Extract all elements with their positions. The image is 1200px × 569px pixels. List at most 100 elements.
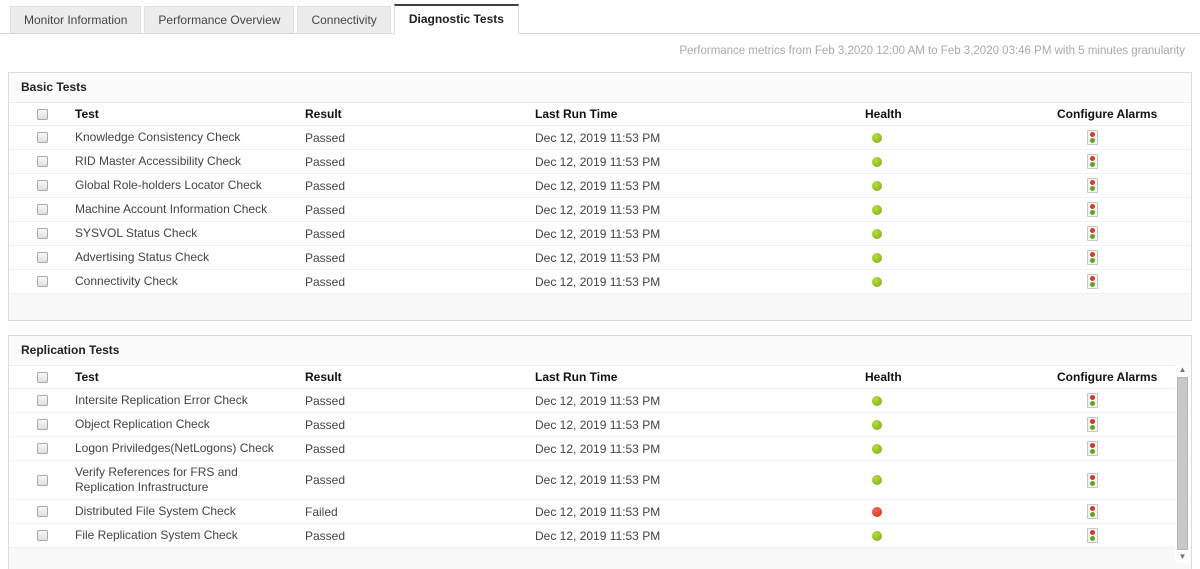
row-checkbox[interactable] <box>36 506 48 517</box>
tab[interactable]: Performance Overview <box>144 6 295 33</box>
scroll-up-icon[interactable]: ▲ <box>1178 365 1187 374</box>
test-name: Advertising Status Check <box>75 250 210 264</box>
last-run-time: Dec 12, 2019 11:53 PM <box>535 393 661 408</box>
test-result: Passed <box>305 441 346 456</box>
last-run-time: Dec 12, 2019 11:53 PM <box>535 154 661 169</box>
test-name: Connectivity Check <box>75 274 178 288</box>
table-row: Intersite Replication Error Check Passed… <box>9 389 1191 413</box>
column-header-result: Result <box>305 107 342 121</box>
tab-label: Diagnostic Tests <box>408 12 504 26</box>
table-body: Intersite Replication Error Check Passed… <box>9 389 1191 548</box>
configure-alarms-icon[interactable] <box>1087 417 1098 432</box>
row-checkbox[interactable] <box>36 180 48 191</box>
select-all-checkbox[interactable] <box>36 108 48 120</box>
tab-bar: Monitor Information Performance Overview… <box>0 0 1200 34</box>
test-result: Passed <box>305 417 346 432</box>
health-status-icon <box>872 419 882 430</box>
test-result: Passed <box>305 274 346 289</box>
tab-label: Connectivity <box>311 13 377 27</box>
configure-alarms-icon[interactable] <box>1087 154 1098 169</box>
health-status-icon <box>872 443 882 454</box>
table-row: Global Role-holders Locator Check Passed… <box>9 174 1191 198</box>
configure-alarms-icon[interactable] <box>1087 441 1098 456</box>
test-name: Global Role-holders Locator Check <box>75 178 262 192</box>
vertical-scrollbar[interactable]: ▲ ▼ <box>1175 364 1190 563</box>
last-run-time: Dec 12, 2019 11:53 PM <box>535 528 661 543</box>
row-checkbox[interactable] <box>36 276 48 287</box>
last-run-time: Dec 12, 2019 11:53 PM <box>535 130 661 145</box>
scrollbar-thumb[interactable] <box>1177 377 1188 550</box>
select-all-checkbox[interactable] <box>36 371 48 383</box>
row-checkbox[interactable] <box>36 395 48 406</box>
configure-alarms-icon[interactable] <box>1087 528 1098 543</box>
panel-title: Basic Tests <box>9 73 1191 103</box>
last-run-time: Dec 12, 2019 11:53 PM <box>535 178 661 193</box>
table-row: Connectivity Check Passed Dec 12, 2019 1… <box>9 270 1191 294</box>
configure-alarms-icon[interactable] <box>1087 130 1098 145</box>
replication-tests-panel: Replication Tests Test Result Last Run T… <box>8 335 1192 569</box>
health-status-icon <box>872 180 882 191</box>
configure-alarms-icon[interactable] <box>1087 202 1098 217</box>
test-result: Failed <box>305 504 338 519</box>
table-row: Knowledge Consistency Check Passed Dec 1… <box>9 126 1191 150</box>
row-checkbox[interactable] <box>36 228 48 239</box>
table-row: Verify References for FRS and Replicatio… <box>9 461 1191 500</box>
last-run-time: Dec 12, 2019 11:53 PM <box>535 441 661 456</box>
last-run-time: Dec 12, 2019 11:53 PM <box>535 250 661 265</box>
configure-alarms-icon[interactable] <box>1087 393 1098 408</box>
tab[interactable]: Monitor Information <box>10 6 142 33</box>
last-run-time: Dec 12, 2019 11:53 PM <box>535 417 661 432</box>
test-name: Logon Priviledges(NetLogons) Check <box>75 441 274 455</box>
configure-alarms-icon[interactable] <box>1087 472 1098 488</box>
configure-alarms-icon[interactable] <box>1087 250 1098 265</box>
health-status-icon <box>872 395 882 406</box>
table-row: RID Master Accessibility Check Passed De… <box>9 150 1191 174</box>
test-result: Passed <box>305 130 346 145</box>
test-name: Intersite Replication Error Check <box>75 393 248 407</box>
configure-alarms-icon[interactable] <box>1087 504 1098 519</box>
configure-alarms-icon[interactable] <box>1087 274 1098 289</box>
last-run-time: Dec 12, 2019 11:53 PM <box>535 504 661 519</box>
panel-footer <box>9 294 1191 320</box>
last-run-time: Dec 12, 2019 11:53 PM <box>535 202 661 217</box>
row-checkbox[interactable] <box>36 156 48 167</box>
configure-alarms-icon[interactable] <box>1087 226 1098 241</box>
test-name: Knowledge Consistency Check <box>75 130 241 144</box>
table-row: Advertising Status Check Passed Dec 12, … <box>9 246 1191 270</box>
scroll-down-icon[interactable]: ▼ <box>1178 552 1187 561</box>
table-row: Object Replication Check Passed Dec 12, … <box>9 413 1191 437</box>
tab-label: Monitor Information <box>24 13 128 27</box>
row-checkbox[interactable] <box>36 474 48 486</box>
test-name: Distributed File System Check <box>75 504 236 518</box>
test-result: Passed <box>305 154 346 169</box>
health-status-icon <box>872 506 882 517</box>
column-header-health: Health <box>865 107 902 121</box>
test-result: Passed <box>305 202 346 217</box>
health-status-icon <box>872 276 882 287</box>
last-run-time: Dec 12, 2019 11:53 PM <box>535 274 661 289</box>
row-checkbox[interactable] <box>36 204 48 215</box>
row-checkbox[interactable] <box>36 132 48 143</box>
tab[interactable]: Diagnostic Tests <box>393 4 519 34</box>
row-checkbox[interactable] <box>36 252 48 263</box>
health-status-icon <box>872 156 882 167</box>
column-header-test: Test <box>75 107 99 121</box>
test-result: Passed <box>305 393 346 408</box>
test-result: Passed <box>305 473 346 487</box>
table-header-row: Test Result Last Run Time Health Configu… <box>9 103 1191 126</box>
table-row: Logon Priviledges(NetLogons) Check Passe… <box>9 437 1191 461</box>
table-body: Knowledge Consistency Check Passed Dec 1… <box>9 126 1191 294</box>
tab[interactable]: Connectivity <box>297 6 391 33</box>
row-checkbox[interactable] <box>36 530 48 541</box>
health-status-icon <box>872 475 882 485</box>
test-name: SYSVOL Status Check <box>75 226 198 240</box>
panel-footer <box>9 548 1191 569</box>
test-name: Verify References for FRS and Replicatio… <box>75 465 238 494</box>
metrics-granularity-note: Performance metrics from Feb 3,2020 12:0… <box>679 45 1185 57</box>
row-checkbox[interactable] <box>36 419 48 430</box>
health-status-icon <box>872 530 882 541</box>
row-checkbox[interactable] <box>36 443 48 454</box>
configure-alarms-icon[interactable] <box>1087 178 1098 193</box>
test-result: Passed <box>305 528 346 543</box>
test-result: Passed <box>305 226 346 241</box>
